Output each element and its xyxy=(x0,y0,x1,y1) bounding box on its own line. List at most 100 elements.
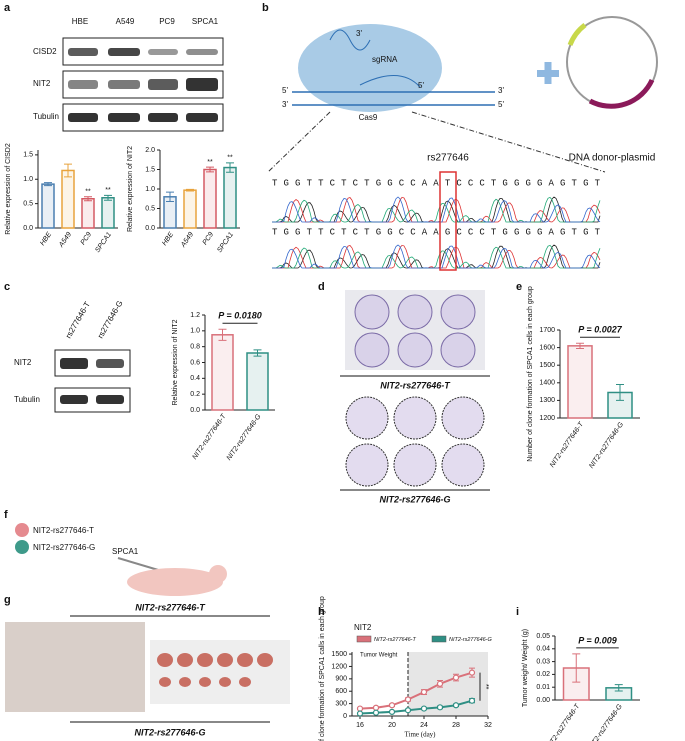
x-tick-label: PC9 xyxy=(202,231,216,246)
lane-label: rs277646-G xyxy=(96,299,125,340)
y-axis-label: Relative expression of NIT2 xyxy=(127,146,134,232)
group-label: NIT2-rs277646-G xyxy=(134,727,205,737)
donor-label: DNA donor-plasmid xyxy=(569,153,656,164)
chart-title: NIT2 xyxy=(354,623,372,632)
x-axis-label: Time (day) xyxy=(404,731,436,739)
mice-photo xyxy=(5,622,145,712)
error-bar xyxy=(206,166,214,173)
end-label: 3' xyxy=(282,100,288,109)
group-label: NIT2-rs277646-T xyxy=(33,526,94,535)
error-bar xyxy=(616,384,624,401)
plasmid-insert xyxy=(588,78,655,109)
y-tick-label: 1.0 xyxy=(145,186,155,193)
row-label: Tubulin xyxy=(33,112,59,121)
panel-letter: b xyxy=(262,2,269,14)
mouse-head xyxy=(209,565,227,583)
plate-wells xyxy=(345,396,485,487)
cell-line: SPCA1 xyxy=(112,547,139,556)
trace xyxy=(272,196,601,223)
end-label: 5' xyxy=(418,81,424,90)
x-tick-label: 20 xyxy=(388,722,396,729)
chromatogram xyxy=(272,196,601,269)
blot-bands xyxy=(68,48,218,122)
x-tick-label: NIT2-rs277646-T xyxy=(545,703,582,741)
x-tick-label: NIT2-rs277646-T xyxy=(191,413,228,461)
point xyxy=(356,710,364,717)
panel-letter: e xyxy=(516,281,522,293)
y-axis-label: Relative expression of NIT2 xyxy=(172,319,179,405)
y-tick-label: 0.6 xyxy=(190,359,200,366)
bar xyxy=(246,352,269,411)
sequence: TGGTTCTCTGGCCAAGCCCTGGGGAGTGT xyxy=(272,227,601,237)
guide-rna xyxy=(329,29,421,88)
x-tick-label: NIT2-rs277646-G xyxy=(587,703,624,741)
bar xyxy=(223,166,237,229)
point xyxy=(404,696,412,703)
x-tick-label: 16 xyxy=(356,722,364,729)
y-axis-label: Tumor weight/ Weight (g) xyxy=(522,629,529,707)
inset-title: Tumor Weight xyxy=(360,653,398,659)
bar xyxy=(567,345,593,419)
error-bar xyxy=(186,188,194,192)
lane-label: SPCA1 xyxy=(192,17,219,26)
y-tick-label: 0.2 xyxy=(190,391,200,398)
error-bar xyxy=(218,328,227,341)
group-label: NIT2-rs277646-G xyxy=(33,543,95,552)
error-bar xyxy=(104,194,112,201)
y-tick-label: 0.05 xyxy=(536,633,550,640)
significance: ** xyxy=(207,159,213,166)
panel-letter: a xyxy=(4,2,11,14)
x-tick-label: NIT2-rs277646-G xyxy=(588,421,625,470)
point xyxy=(388,708,396,715)
y-axis-label: Number of clone formation of SPCA1 calls… xyxy=(319,596,326,741)
x-tick-label: HBE xyxy=(39,231,53,247)
point xyxy=(372,704,380,711)
significance: ** xyxy=(105,187,111,194)
lane-label: PC9 xyxy=(159,17,175,26)
row-label: NIT2 xyxy=(14,358,32,367)
panel-letter: d xyxy=(318,281,325,293)
y-tick-label: 0 xyxy=(343,713,347,720)
y-tick-label: 900 xyxy=(335,676,347,683)
y-tick-label: 1.5 xyxy=(23,152,33,159)
panel-letter: c xyxy=(4,281,10,293)
y-tick-label: 1500 xyxy=(331,651,347,658)
x-tick-label: 32 xyxy=(484,722,492,729)
snp-label: rs277646 xyxy=(427,153,469,164)
p-value: P = 0.0180 xyxy=(218,311,261,321)
lane-label: HBE xyxy=(72,17,88,26)
plate-wells xyxy=(354,294,476,368)
y-tick-label: 0.04 xyxy=(536,646,550,653)
bar xyxy=(41,183,55,229)
y-tick-label: 1500 xyxy=(539,362,555,369)
bar xyxy=(211,334,234,411)
group-label: NIT2-rs277646-T xyxy=(135,602,206,612)
y-tick-label: 1300 xyxy=(539,397,555,404)
bar xyxy=(101,197,115,229)
group-label: NIT2-rs277646-T xyxy=(380,380,451,390)
y-tick-label: 1600 xyxy=(539,344,555,351)
end-label: 5' xyxy=(498,100,504,109)
cas9-complex xyxy=(298,24,442,112)
point xyxy=(452,702,460,709)
error-bar xyxy=(253,349,262,357)
significance: ** xyxy=(227,155,233,162)
legend-label: NIT2-rs277646-T xyxy=(374,637,417,643)
p-value: P = 0.0027 xyxy=(578,325,622,335)
point xyxy=(388,702,396,709)
x-tick-label: HBE xyxy=(161,231,175,247)
legend-swatch xyxy=(431,635,447,643)
p-value: P = 0.009 xyxy=(578,635,616,645)
panel-letter: i xyxy=(516,606,519,618)
y-tick-label: 1200 xyxy=(331,663,347,670)
y-tick-label: 1.2 xyxy=(190,312,200,319)
guide-label: sgRNA xyxy=(372,55,398,64)
end-label: 5' xyxy=(282,86,288,95)
y-axis-label: Relative expression of CISD2 xyxy=(5,143,12,235)
trace xyxy=(272,244,601,269)
snp-box xyxy=(439,171,457,271)
tumors xyxy=(157,653,273,687)
error-bar xyxy=(166,191,174,202)
x-tick-label: NIT2-rs277646-T xyxy=(549,421,586,469)
